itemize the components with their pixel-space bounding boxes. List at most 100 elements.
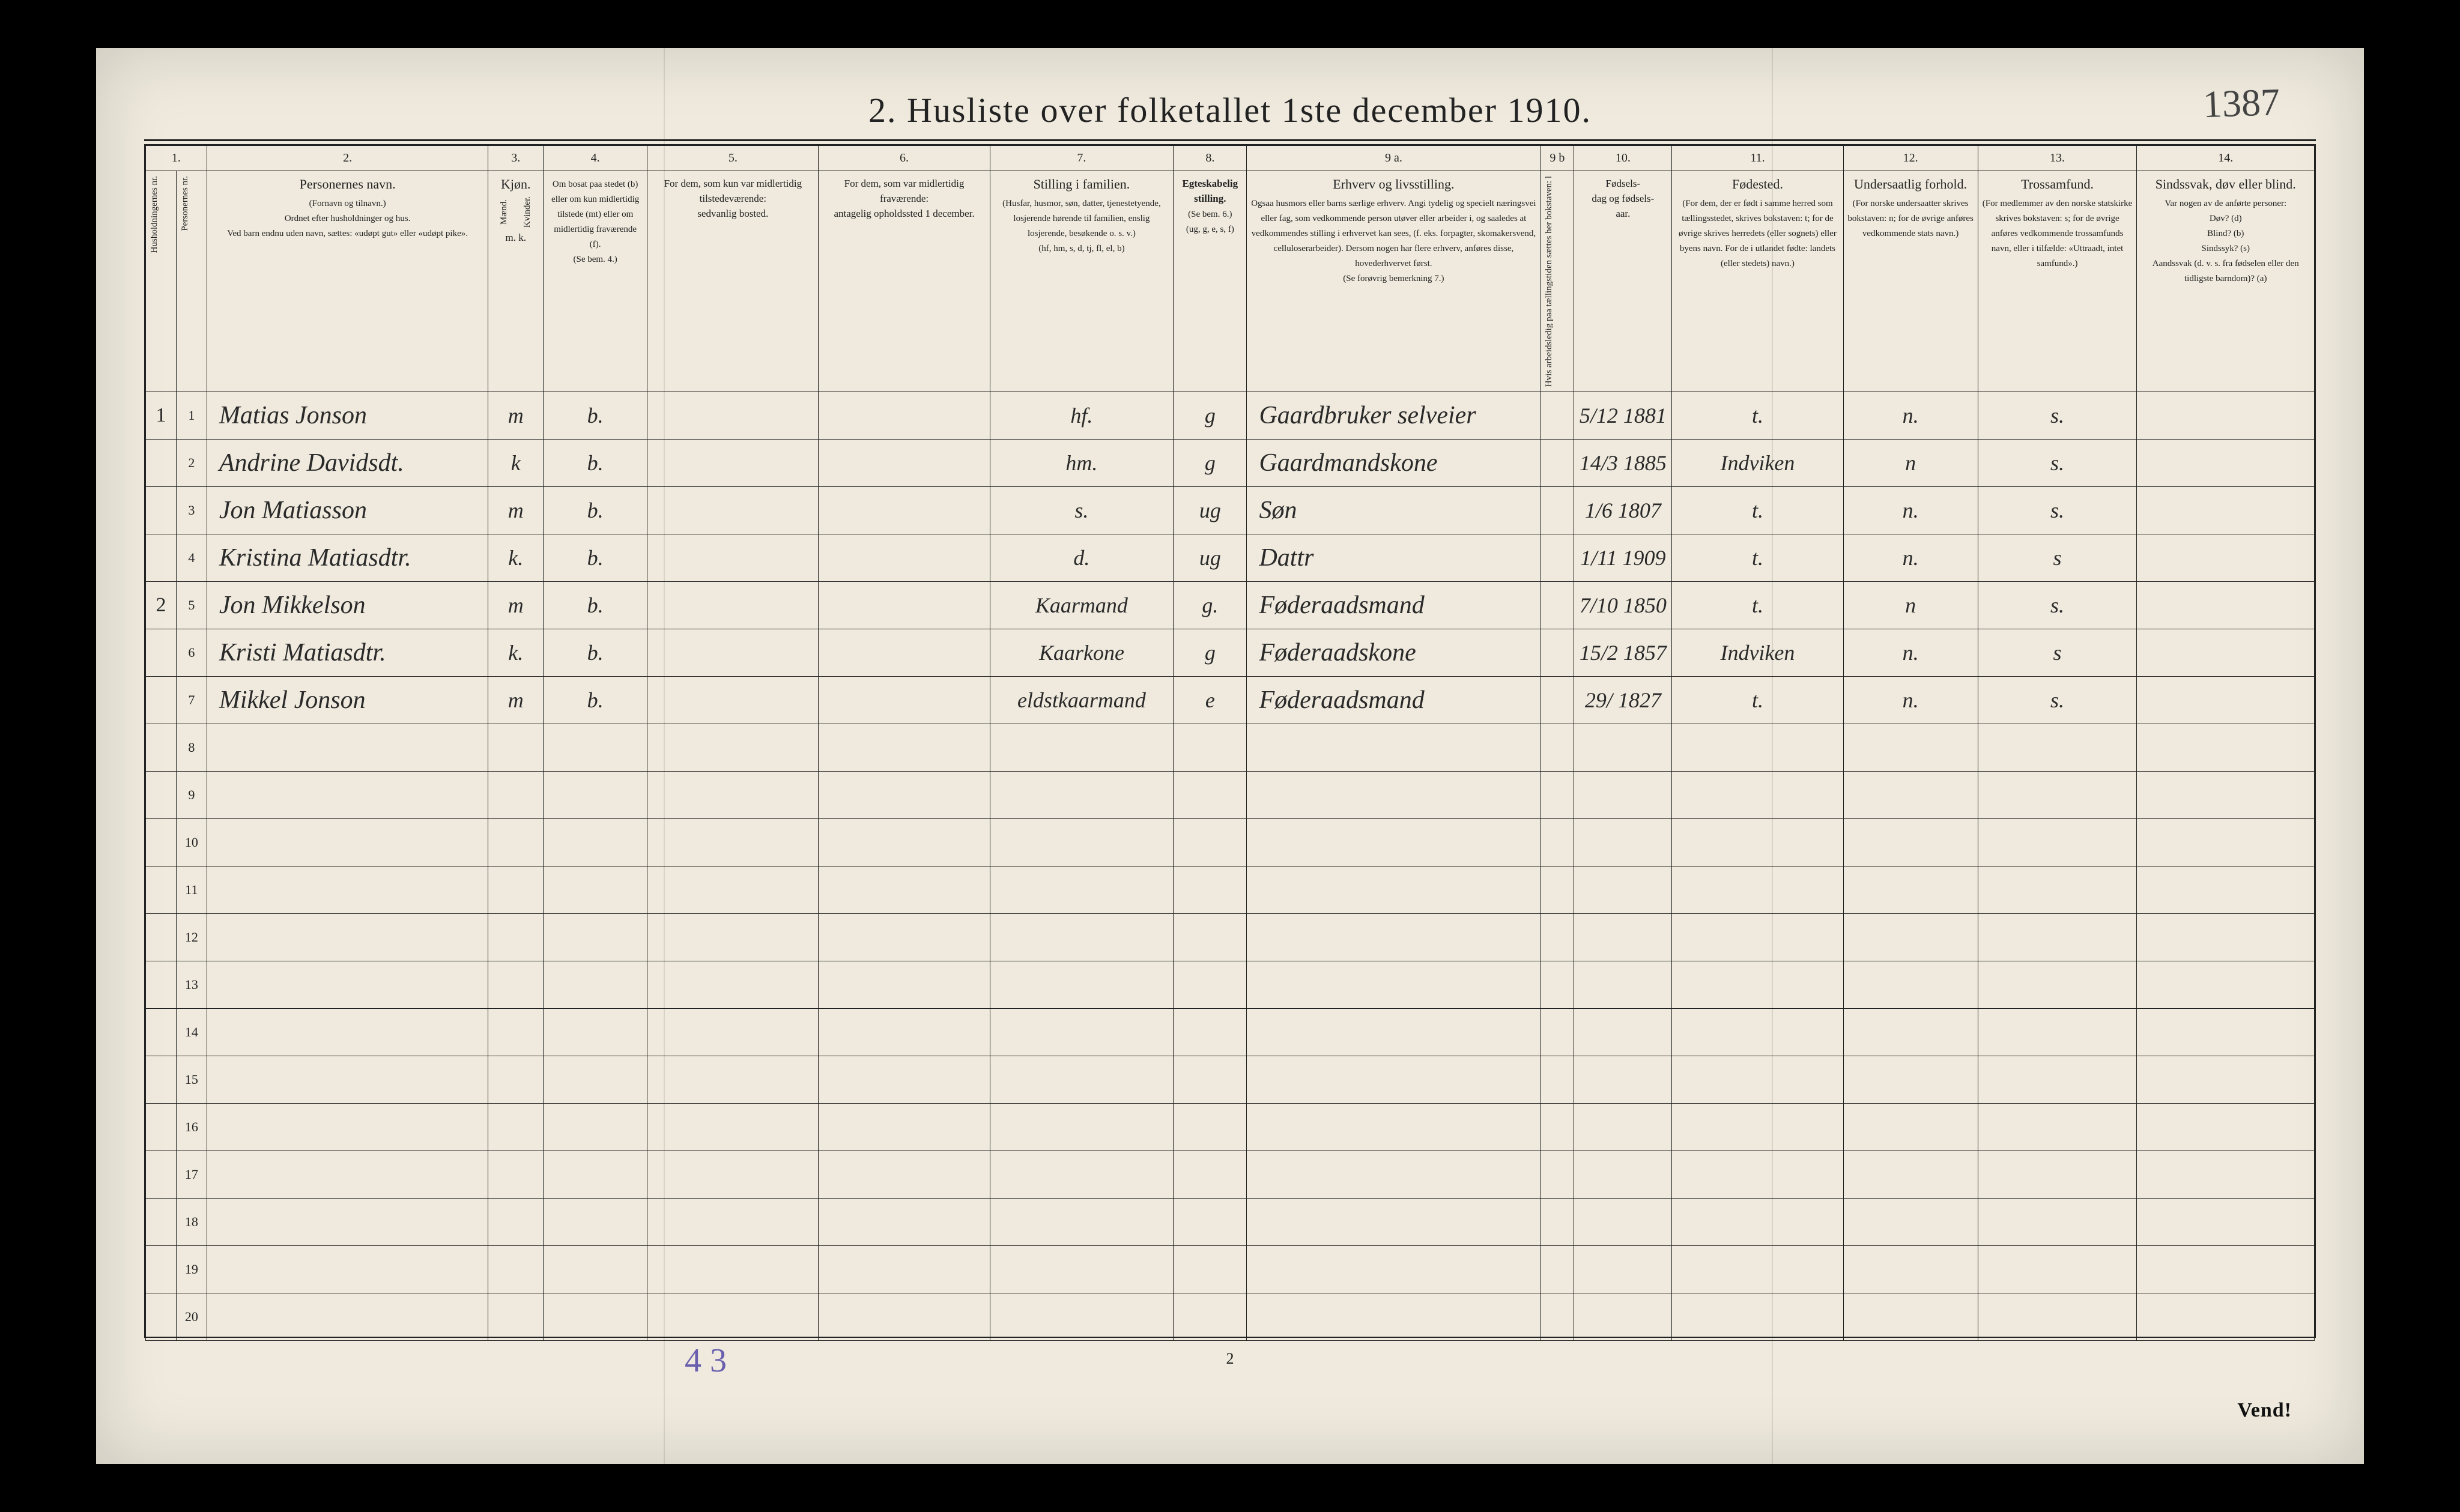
printed-page-number: 2: [96, 1350, 2364, 1368]
table-row: 19: [146, 1246, 2315, 1293]
cell: [819, 582, 990, 629]
table-row: 7Mikkel Jonsonmb.eldstkaarmandeFøderaads…: [146, 677, 2315, 724]
cell: [2137, 961, 2315, 1009]
cell: [1843, 1293, 1978, 1341]
cell: [1174, 866, 1247, 914]
cell: [488, 1009, 544, 1056]
cell: [647, 1246, 819, 1293]
cell: [1978, 961, 2137, 1009]
row-number: 8: [176, 724, 207, 772]
cell: b.: [544, 629, 647, 677]
cell: [819, 629, 990, 677]
cell: [1247, 724, 1541, 772]
cell: [647, 1104, 819, 1151]
cell: [819, 1151, 990, 1199]
column-number: 2.: [207, 146, 488, 171]
table-row: 11: [146, 866, 2315, 914]
cell: Søn: [1247, 487, 1541, 534]
row-number: 19: [176, 1246, 207, 1293]
cell: [1174, 1056, 1247, 1104]
cell: [1247, 914, 1541, 961]
cell: [488, 1104, 544, 1151]
cell: [1978, 866, 2137, 914]
household-number: [146, 1293, 177, 1341]
cell: [1174, 724, 1247, 772]
column-header: For dem, som kun var midlertidig tilsted…: [647, 171, 819, 392]
cell: [488, 1199, 544, 1246]
cell: b.: [544, 392, 647, 440]
cell: [819, 1009, 990, 1056]
table-row: 9: [146, 772, 2315, 819]
cell: [1672, 1009, 1843, 1056]
cell: [1672, 819, 1843, 866]
cell: [1574, 1293, 1672, 1341]
cell: [1574, 961, 1672, 1009]
table-row: 4Kristina Matiasdtr.k.b.d.ugDattr1/11 19…: [146, 534, 2315, 582]
column-header: Husholdningernes nr.: [146, 171, 177, 392]
cell: [1574, 819, 1672, 866]
cell: [1574, 772, 1672, 819]
household-number: [146, 629, 177, 677]
cell: [990, 961, 1174, 1009]
cell: Kaarkone: [990, 629, 1174, 677]
cell: [1541, 961, 1574, 1009]
table-body: 11Matias Jonsonmb.hf.gGaardbruker selvei…: [146, 392, 2315, 1341]
row-number: 18: [176, 1199, 207, 1246]
cell: [819, 534, 990, 582]
cell: k: [488, 440, 544, 487]
column-header: Kjøn.Mænd.Kvinder.m. k.: [488, 171, 544, 392]
cell: [1541, 1293, 1574, 1341]
cell: [544, 1293, 647, 1341]
cell: b.: [544, 487, 647, 534]
column-number: 13.: [1978, 146, 2137, 171]
cell: [207, 1104, 488, 1151]
cell: Andrine Davidsdt.: [207, 440, 488, 487]
cell: [1843, 772, 1978, 819]
row-number: 11: [176, 866, 207, 914]
cell: [1541, 1104, 1574, 1151]
cell: [819, 677, 990, 724]
cell: [1574, 1009, 1672, 1056]
table-row: 13: [146, 961, 2315, 1009]
row-number: 17: [176, 1151, 207, 1199]
cell: g: [1174, 629, 1247, 677]
cell: [488, 1293, 544, 1341]
column-header: Personernes navn.(Fornavn og tilnavn.)Or…: [207, 171, 488, 392]
cell: [1978, 772, 2137, 819]
cell: [1247, 1104, 1541, 1151]
cell: s.: [1978, 677, 2137, 724]
cell: [990, 914, 1174, 961]
cell: [990, 1009, 1174, 1056]
cell: 14/3 1885: [1574, 440, 1672, 487]
table-row: 6Kristi Matiasdtr.k.b.KaarkonegFøderaads…: [146, 629, 2315, 677]
table-row: 16: [146, 1104, 2315, 1151]
cell: [1174, 1246, 1247, 1293]
cell: [2137, 1246, 2315, 1293]
cell: d.: [990, 534, 1174, 582]
cell: [544, 772, 647, 819]
cell: [544, 1246, 647, 1293]
cell: [1672, 1151, 1843, 1199]
household-number: [146, 1246, 177, 1293]
cell: [647, 772, 819, 819]
table-row: 12: [146, 914, 2315, 961]
cell: n.: [1843, 629, 1978, 677]
cell: [1672, 1199, 1843, 1246]
cell: [819, 1293, 990, 1341]
row-number: 7: [176, 677, 207, 724]
cell: [647, 392, 819, 440]
handwritten-page-number: 1387: [2202, 80, 2281, 127]
column-number: 5.: [647, 146, 819, 171]
cell: t.: [1672, 392, 1843, 440]
cell: b.: [544, 534, 647, 582]
cell: [647, 866, 819, 914]
cell: e: [1174, 677, 1247, 724]
cell: [1843, 1056, 1978, 1104]
cell: Dattr: [1247, 534, 1541, 582]
cell: [1672, 914, 1843, 961]
cell: [990, 772, 1174, 819]
household-number: [146, 724, 177, 772]
cell: n.: [1843, 487, 1978, 534]
column-number: 9 b: [1541, 146, 1574, 171]
cell: [1978, 1056, 2137, 1104]
